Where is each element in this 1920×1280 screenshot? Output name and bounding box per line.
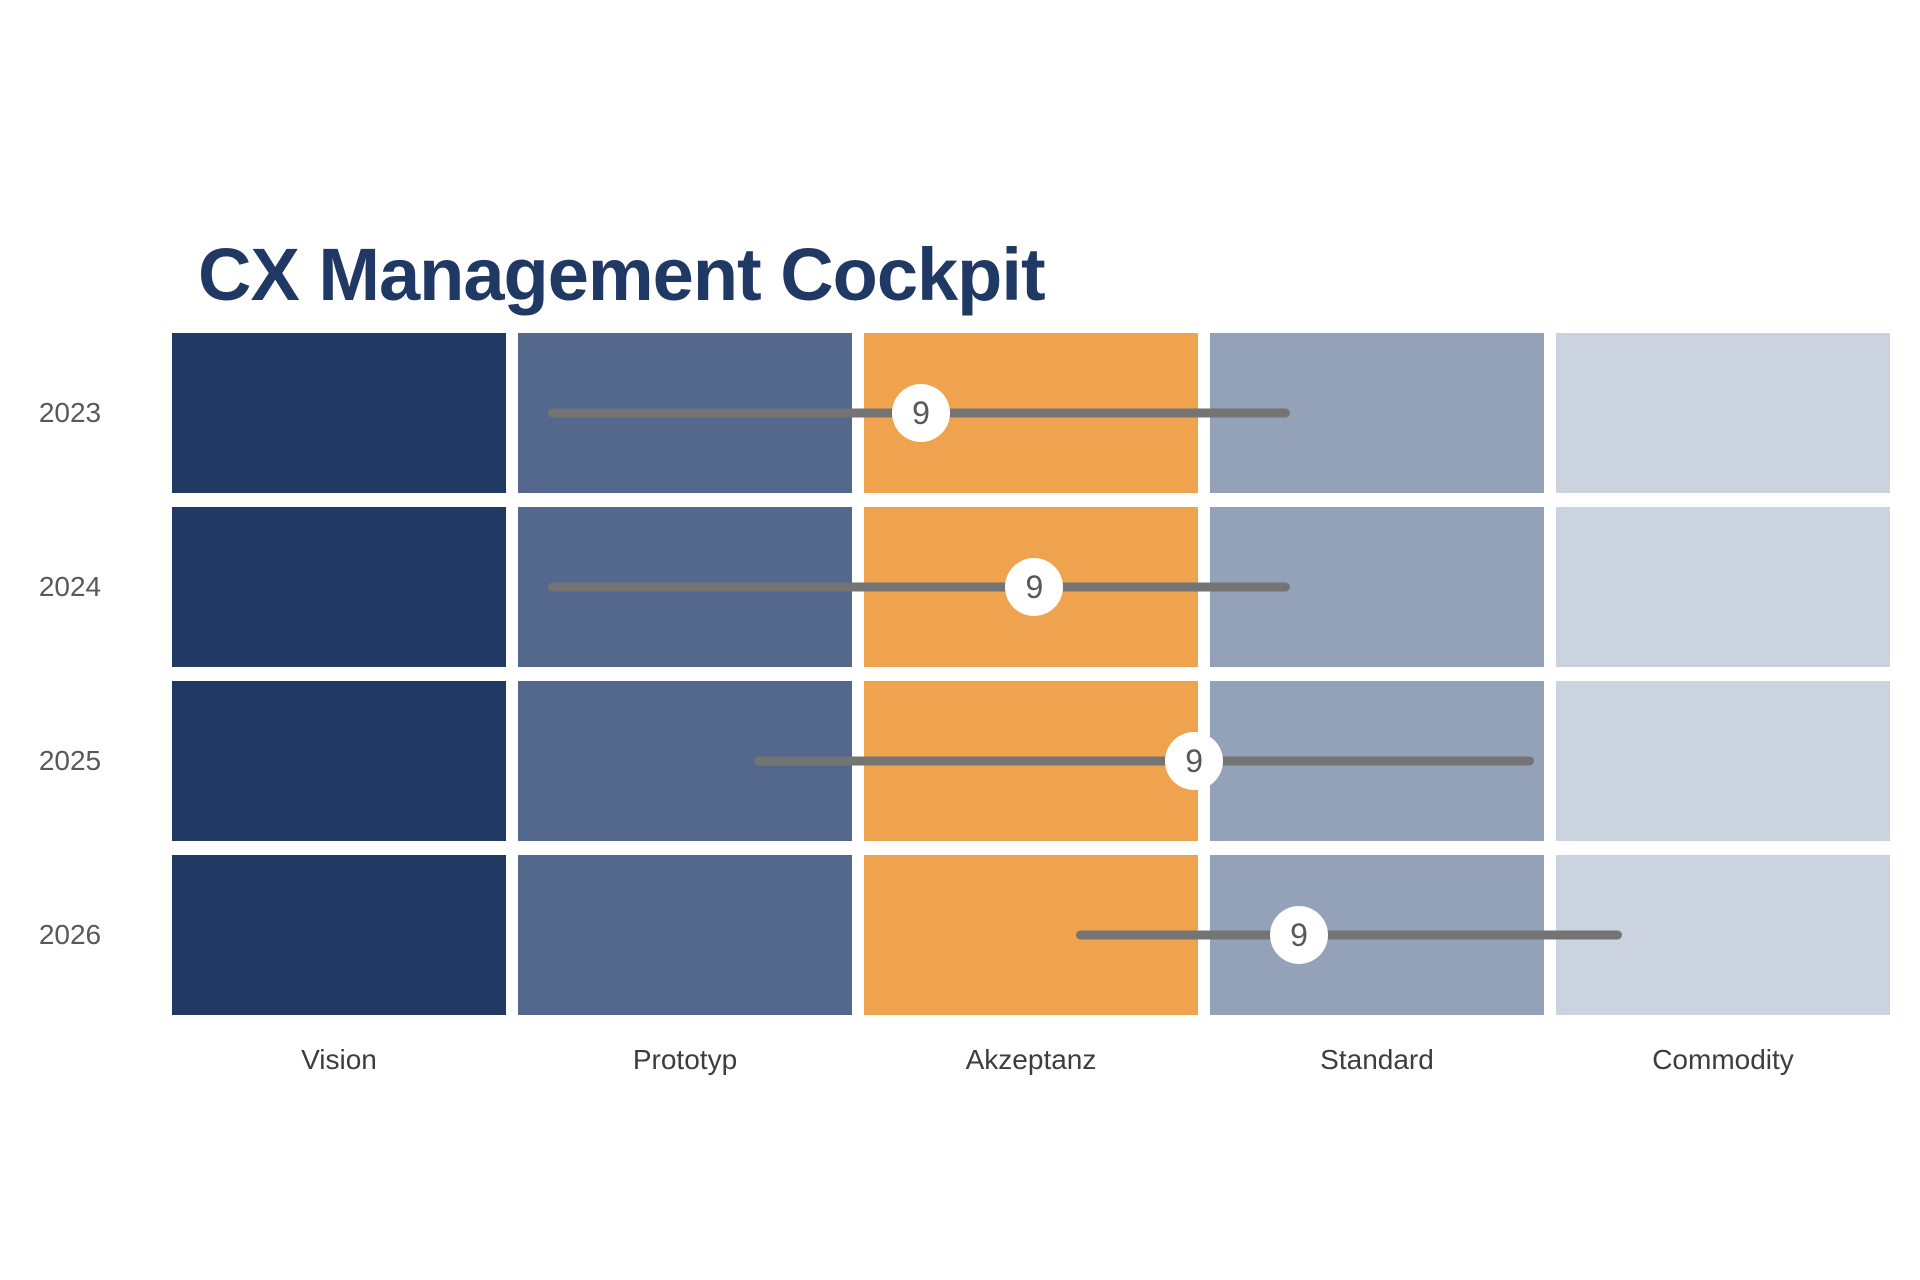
- chart-title: CX Management Cockpit: [198, 233, 1046, 316]
- column-label-vision: Vision: [301, 1044, 377, 1075]
- maturity-grid: [172, 333, 1890, 1015]
- row-label-2025: 2025: [38, 745, 102, 776]
- row-label-2024: 2024: [38, 571, 102, 602]
- row-label-2026: 2026: [38, 919, 102, 950]
- grid-cell-2024-vision: [172, 507, 506, 667]
- grid-cell-2025-vision: [172, 681, 506, 841]
- grid-cell-2023-vision: [172, 333, 506, 493]
- row-label-2023: 2023: [38, 397, 102, 428]
- score-marker-2025: 9: [1165, 732, 1224, 790]
- range-line-2026: [1075, 930, 1622, 940]
- range-line-2025: [754, 756, 1535, 766]
- column-label-commodity: Commodity: [1652, 1044, 1794, 1075]
- grid-cell-2023-commodity: [1556, 333, 1890, 493]
- score-marker-2026: 9: [1270, 906, 1328, 964]
- column-label-akzeptanz: Akzeptanz: [965, 1044, 1097, 1075]
- grid-cell-2026-vision: [172, 855, 506, 1015]
- column-label-prototyp: Prototyp: [632, 1044, 738, 1075]
- grid-cell-2025-commodity: [1556, 681, 1890, 841]
- range-line-2024: [548, 582, 1291, 592]
- score-marker-2023: 9: [892, 384, 951, 442]
- score-marker-2024: 9: [1005, 558, 1064, 616]
- grid-cell-2026-prototyp: [518, 855, 852, 1015]
- column-label-standard: Standard: [1320, 1044, 1434, 1075]
- grid-cell-2024-commodity: [1556, 507, 1890, 667]
